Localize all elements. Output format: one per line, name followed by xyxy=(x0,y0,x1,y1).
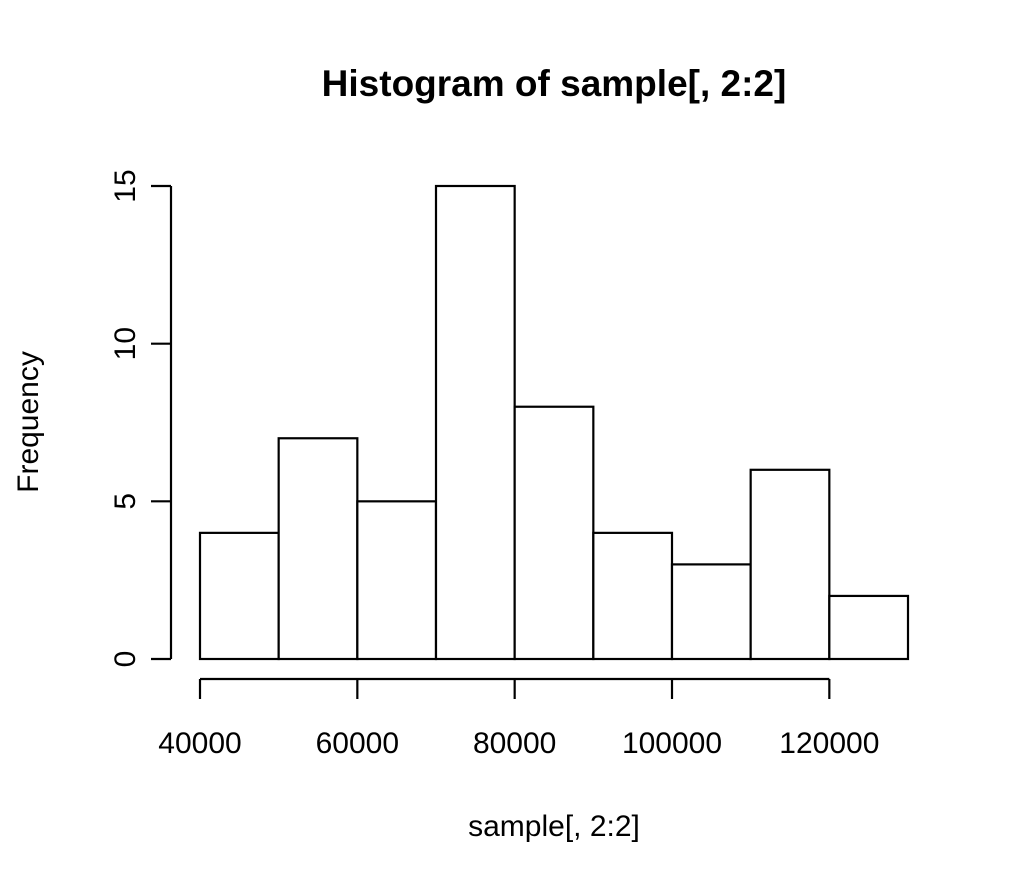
x-tick-label: 40000 xyxy=(158,727,241,760)
histogram-bar-0 xyxy=(198,531,280,661)
y-tick-label: 15 xyxy=(109,169,142,202)
x-tick-label: 100000 xyxy=(622,727,722,760)
histogram-bar-7 xyxy=(749,468,831,661)
x-axis: 40000 60000 80000 100000 120000 xyxy=(158,677,879,760)
y-tick-label: 5 xyxy=(109,493,142,510)
x-tick-label: 60000 xyxy=(316,727,399,760)
histogram-bar-4 xyxy=(513,405,595,661)
histogram-bar-2 xyxy=(356,500,438,661)
x-tick-label: 80000 xyxy=(473,727,556,760)
y-tick-label: 0 xyxy=(109,651,142,668)
histogram-bar-8 xyxy=(828,594,910,661)
x-axis-label: sample[, 2:2] xyxy=(468,810,640,843)
bars-group xyxy=(198,184,910,661)
y-tick-label: 10 xyxy=(109,327,142,360)
histogram-bar-6 xyxy=(670,563,752,661)
y-axis-label: Frequency xyxy=(12,351,45,493)
y-axis: 0 5 10 15 xyxy=(109,169,173,668)
histogram-bar-3 xyxy=(434,184,516,661)
chart-title: Histogram of sample[, 2:2] xyxy=(322,63,787,104)
x-tick-label: 120000 xyxy=(779,727,879,760)
histogram-bar-1 xyxy=(277,437,359,661)
histogram-bar-5 xyxy=(592,531,674,661)
